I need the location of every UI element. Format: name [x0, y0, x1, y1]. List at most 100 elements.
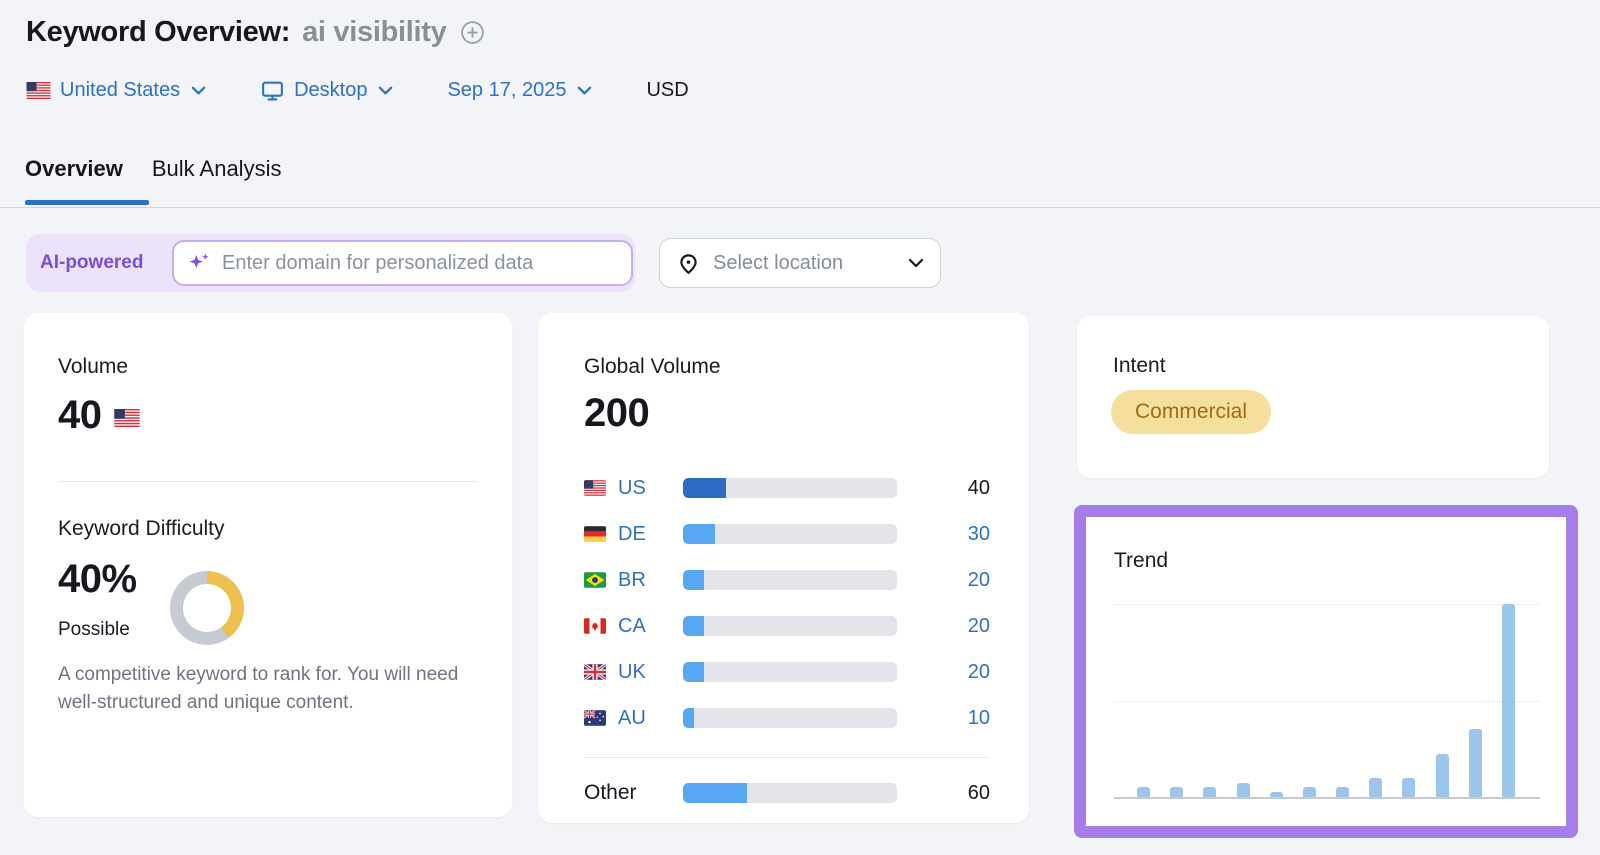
volume-bar-fill — [683, 478, 726, 498]
intent-badge-commercial[interactable]: Commercial — [1111, 390, 1272, 434]
us-flag-icon — [584, 480, 606, 496]
volume-bar-fill — [683, 708, 694, 728]
volume-bar-fill — [683, 570, 704, 590]
chevron-down-icon — [577, 86, 592, 96]
trend-bar-4 — [1236, 783, 1250, 797]
global-volume-row-ca: CA 20 — [584, 603, 990, 649]
country-filter[interactable]: United States — [26, 79, 206, 102]
ai-powered-badge: AI-powered — [40, 252, 144, 273]
location-pin-icon — [676, 251, 701, 276]
chevron-down-icon — [908, 258, 924, 269]
global-volume-row-uk: UK 20 — [584, 649, 990, 695]
volume-title: Volume — [58, 355, 129, 378]
trend-bar-10 — [1435, 754, 1449, 797]
volume-bar-track — [683, 524, 897, 544]
global-volume-row-us: US 40 — [584, 465, 990, 511]
trend-bar-5 — [1269, 792, 1283, 797]
volume-bar-fill — [683, 524, 715, 544]
trend-gridline — [1114, 701, 1540, 702]
volume-bar-fill — [683, 662, 704, 682]
global-volume-total: 200 — [584, 391, 650, 435]
ca-flag-icon — [584, 618, 606, 634]
us-flag-icon — [113, 408, 140, 427]
sparkles-icon — [186, 250, 212, 276]
select-location-label: Select location — [713, 251, 844, 274]
volume-value: 20 — [967, 614, 990, 637]
uk-flag-icon — [584, 664, 606, 680]
trend-bar-chart — [1137, 604, 1515, 797]
page-title-keyword: ai visibility — [302, 16, 447, 48]
global-volume-row-de: DE 30 — [584, 511, 990, 557]
keyword-difficulty-value: 40% — [58, 557, 137, 601]
volume-bar-fill — [683, 616, 704, 636]
global-volume-rows: US 40 DE 30 BR 20 CA 20 UK 20 AU 10 — [584, 465, 990, 741]
trend-bar-7 — [1336, 787, 1350, 797]
global-volume-row-other: Other 60 — [584, 770, 990, 816]
volume-bar-track — [683, 662, 897, 682]
page-title-label: Keyword Overview: — [26, 16, 291, 48]
volume-bar-track — [683, 783, 897, 803]
volume-value: 30 — [967, 522, 990, 545]
volume-value: 20 — [967, 568, 990, 591]
device-filter[interactable]: Desktop — [260, 78, 393, 103]
intent-title: Intent — [1113, 354, 1166, 377]
keyword-difficulty-label: Possible — [58, 619, 130, 640]
global-volume-row-br: BR 20 — [584, 557, 990, 603]
ai-powered-container: AI-powered — [26, 234, 635, 292]
active-tab-underline — [25, 200, 149, 205]
volume-value: 40 — [967, 476, 990, 499]
trend-title: Trend — [1114, 549, 1169, 572]
tabs-divider — [0, 207, 1600, 208]
de-flag-icon — [584, 526, 606, 542]
volume-value: 60 — [967, 781, 990, 804]
domain-input[interactable] — [220, 250, 621, 276]
trend-bar-1 — [1137, 787, 1150, 797]
volume-bar-track — [683, 708, 897, 728]
volume-value: 40 — [58, 393, 102, 437]
us-flag-icon — [26, 82, 51, 99]
trend-bar-2 — [1170, 787, 1184, 797]
trend-gridline — [1114, 604, 1540, 605]
global-volume-card: Global Volume 200 US 40 DE 30 BR 20 CA 20 UK 20 AU… — [538, 313, 1029, 823]
trend-bar-9 — [1402, 778, 1416, 797]
volume-card: Volume 40 Keyword Difficulty 40% Possibl… — [24, 313, 512, 817]
volume-bar-track — [683, 616, 897, 636]
keyword-difficulty-donut — [170, 571, 244, 645]
country-code: AU — [618, 706, 646, 729]
currency-label: USD — [646, 79, 689, 101]
keyword-difficulty-description: A competitive keyword to rank for. You w… — [58, 664, 459, 714]
volume-value: 20 — [967, 660, 990, 683]
trend-bar-3 — [1203, 787, 1217, 797]
global-volume-title: Global Volume — [584, 355, 721, 378]
trend-bar-8 — [1369, 778, 1383, 797]
country-code: DE — [618, 522, 646, 545]
card-divider — [584, 757, 990, 758]
filter-bar: United States Desktop Sep 17, 2025 USD — [26, 78, 689, 103]
global-volume-row-au: AU 10 — [584, 695, 990, 741]
volume-bar-fill — [683, 783, 747, 803]
tab-overview[interactable]: Overview — [25, 156, 123, 181]
monitor-icon — [260, 78, 285, 103]
trend-card-highlight-frame: Trend — [1074, 505, 1578, 838]
trend-x-axis — [1114, 797, 1540, 799]
br-flag-icon — [584, 572, 606, 588]
domain-input-wrap — [172, 240, 633, 286]
country-filter-label: United States — [60, 79, 181, 101]
country-code: BR — [618, 568, 646, 591]
plus-circle-icon[interactable] — [460, 20, 485, 45]
device-filter-label: Desktop — [294, 79, 368, 101]
country-code: US — [618, 476, 646, 499]
volume-value: 10 — [967, 706, 990, 729]
chevron-down-icon — [378, 86, 393, 96]
select-location-button[interactable]: Select location — [659, 238, 941, 288]
tab-bar: Overview Bulk Analysis — [25, 156, 281, 186]
trend-bar-6 — [1302, 787, 1316, 797]
keyword-difficulty-title: Keyword Difficulty — [58, 517, 225, 540]
date-filter[interactable]: Sep 17, 2025 — [447, 79, 592, 102]
intent-card: Intent Commercial — [1077, 316, 1549, 478]
date-filter-label: Sep 17, 2025 — [447, 79, 567, 101]
trend-bar-11 — [1468, 729, 1482, 797]
tab-bulk-analysis[interactable]: Bulk Analysis — [151, 156, 282, 181]
page-title: Keyword Overview: ai visibility — [26, 16, 485, 49]
volume-bar-track — [683, 478, 897, 498]
